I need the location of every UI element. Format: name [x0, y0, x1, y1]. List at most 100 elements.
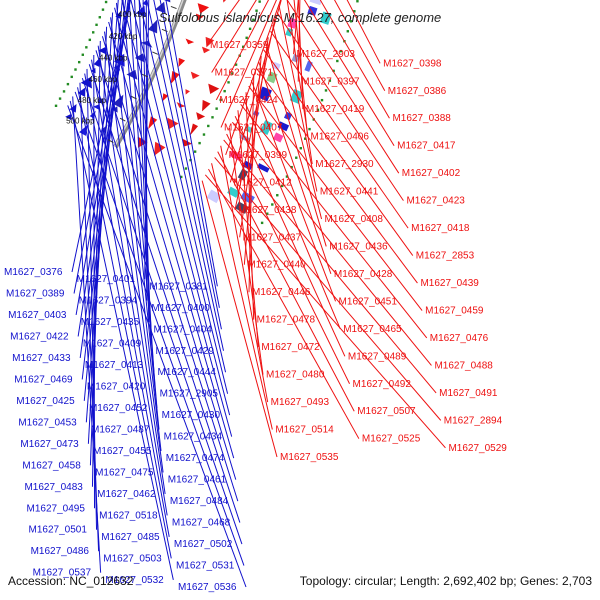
ring-dot	[202, 133, 206, 136]
ring-dot	[356, 0, 359, 3]
gene-label-reverse: M1627_0452	[89, 403, 148, 414]
gene-label-reverse: M1627_0409	[83, 339, 142, 350]
gene-label-reverse: M1627_0473	[20, 439, 79, 450]
leader-line	[204, 174, 446, 449]
ring-dot	[245, 36, 248, 40]
leader-line	[220, 0, 277, 128]
gene-block	[304, 60, 313, 72]
gene-label-forward: M1627_0488	[434, 360, 493, 371]
leader-line	[211, 0, 257, 73]
ring-dot	[81, 53, 84, 56]
gene-label-reverse: M1627_0495	[27, 503, 86, 514]
ring-dot	[258, 0, 261, 3]
gene-arrow	[185, 89, 190, 95]
gene-arrow	[159, 0, 171, 3]
ring-dot	[193, 150, 197, 153]
ring-dot	[85, 46, 88, 49]
gene-label-forward: M1627_0529	[448, 443, 507, 454]
gene-label-forward: M1627_0476	[430, 333, 489, 344]
gene-label-reverse: M1627_0429	[156, 346, 215, 357]
tick-mark	[170, 5, 177, 10]
ring-dot	[198, 141, 201, 145]
gene-arrow	[182, 138, 193, 147]
gene-label-forward: M1627_2853	[416, 251, 475, 262]
ring-dot	[180, 175, 183, 179]
gene-label-reverse: M1627_0536	[178, 582, 237, 593]
gene-label-reverse: M1627_0394	[79, 296, 138, 307]
gene-arrow	[190, 71, 200, 80]
gene-label-forward: M1627_0535	[280, 452, 339, 463]
tick-label: 420 kbp	[109, 32, 138, 41]
gene-label-reverse: M1627_0435	[81, 317, 140, 328]
leader-line	[74, 91, 245, 566]
gene-label-forward: M1627_0371	[215, 67, 274, 78]
gene-label-forward: M1627_0507	[357, 406, 416, 417]
gene-label-forward: M1627_0493	[271, 397, 330, 408]
gene-label-reverse: M1627_0389	[6, 288, 65, 299]
ring-dot	[77, 60, 81, 64]
gene-label-reverse: M1627_0403	[8, 310, 67, 321]
gene-label-forward: M1627_0399	[229, 150, 288, 161]
gene-label-forward: M1627_0402	[402, 168, 461, 179]
leader-line	[248, 85, 423, 311]
ring-dot	[308, 127, 311, 131]
gene-block	[206, 189, 222, 204]
tick-mark	[119, 117, 126, 122]
gene-label-reverse: M1627_0462	[97, 489, 156, 500]
gene-label-forward: M1627_0446	[252, 287, 311, 298]
leader-line	[159, 0, 220, 308]
ring-dot	[332, 69, 335, 73]
gene-label-reverse: M1627_0444	[158, 367, 217, 378]
ring-dot	[211, 116, 214, 119]
ring-dot	[260, 221, 264, 225]
gene-label-forward: M1627_0465	[343, 324, 402, 335]
ring-dot	[339, 49, 343, 53]
gene-arrow	[190, 123, 199, 136]
gene-label-forward: M1627_0359	[210, 40, 269, 51]
gene-label-reverse: M1627_0420	[87, 382, 146, 393]
ring-dot	[66, 82, 70, 86]
genome-backbone	[113, 0, 187, 149]
gene-arrow	[195, 13, 204, 21]
gene-label-forward: M1627_0428	[334, 269, 393, 280]
gene-label-forward: M1627_0397	[301, 77, 360, 88]
leader-line	[89, 26, 108, 466]
ring-dot	[320, 98, 324, 102]
gene-label-forward: M1627_2903	[297, 49, 356, 60]
gene-label-forward: M1627_0472	[261, 342, 320, 353]
ring-dot	[54, 104, 58, 108]
ring-dot	[88, 38, 92, 42]
gene-block	[257, 163, 270, 173]
leader-line	[211, 163, 273, 430]
topology-label: Topology: circular; Length: 2,692,402 bp…	[300, 574, 593, 588]
gene-block	[277, 121, 290, 132]
ring-dot	[104, 0, 108, 4]
gene-label-forward: M1627_0437	[243, 232, 302, 243]
gene-label-forward: M1627_0424	[219, 95, 278, 106]
gene-label-forward: M1627_0480	[266, 370, 325, 381]
gene-block	[272, 132, 284, 143]
gene-arrow	[155, 1, 166, 14]
leader-line	[104, 31, 164, 473]
leader-line	[130, 0, 229, 394]
leader-line	[286, 0, 400, 174]
ring-dot	[223, 89, 226, 93]
gene-label-forward: M1627_0417	[397, 141, 456, 152]
gene-label-forward: M1627_0388	[392, 113, 451, 124]
gene-arrow	[196, 112, 206, 120]
gene-label-reverse: M1627_0483	[24, 482, 83, 493]
leader-line	[226, 133, 351, 384]
leader-line	[101, 36, 237, 480]
ring-dot	[92, 31, 95, 34]
gene-label-reverse: M1627_0537	[33, 568, 92, 579]
ring-dot	[58, 97, 62, 100]
ring-dot	[242, 45, 245, 48]
ring-dot	[285, 175, 289, 178]
gene-label-forward: M1627_0408	[325, 214, 384, 225]
leader-line	[276, 12, 404, 201]
gene-block	[235, 201, 249, 214]
ring-dot	[207, 124, 210, 128]
leader-line	[77, 0, 131, 337]
leader-line	[293, 0, 299, 55]
leader-line	[334, 0, 386, 92]
